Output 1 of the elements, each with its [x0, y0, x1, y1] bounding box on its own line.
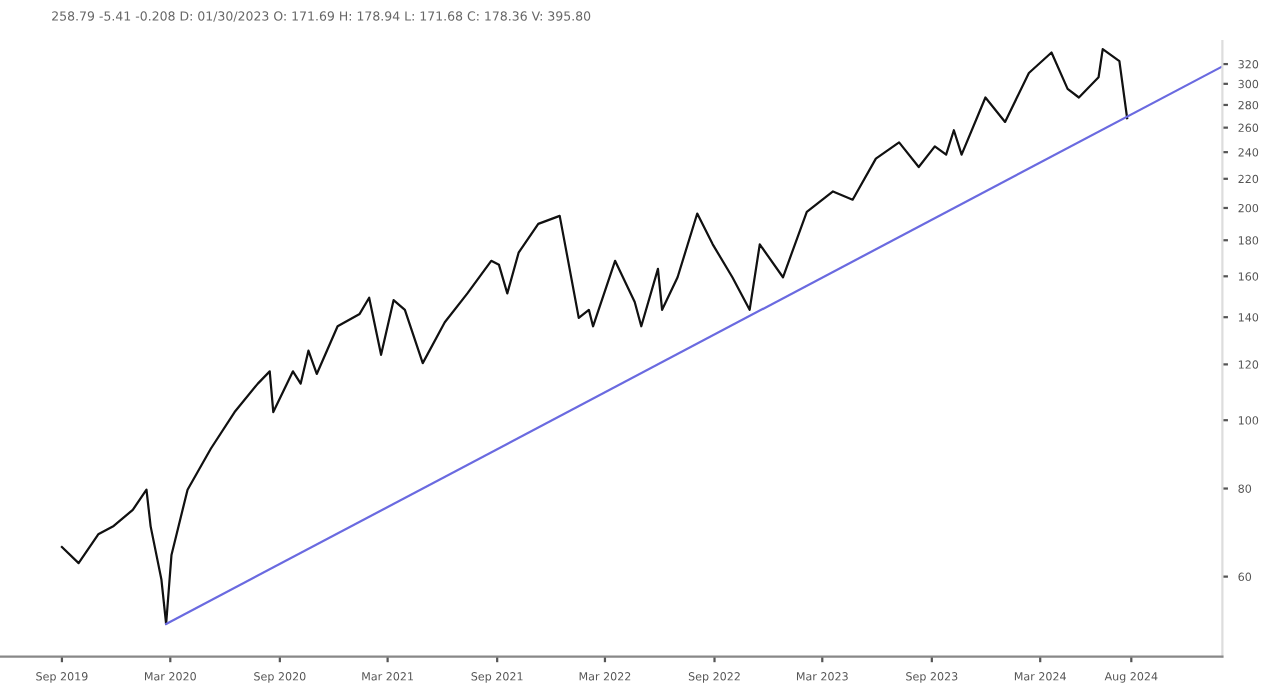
line-series	[60, 48, 1129, 626]
